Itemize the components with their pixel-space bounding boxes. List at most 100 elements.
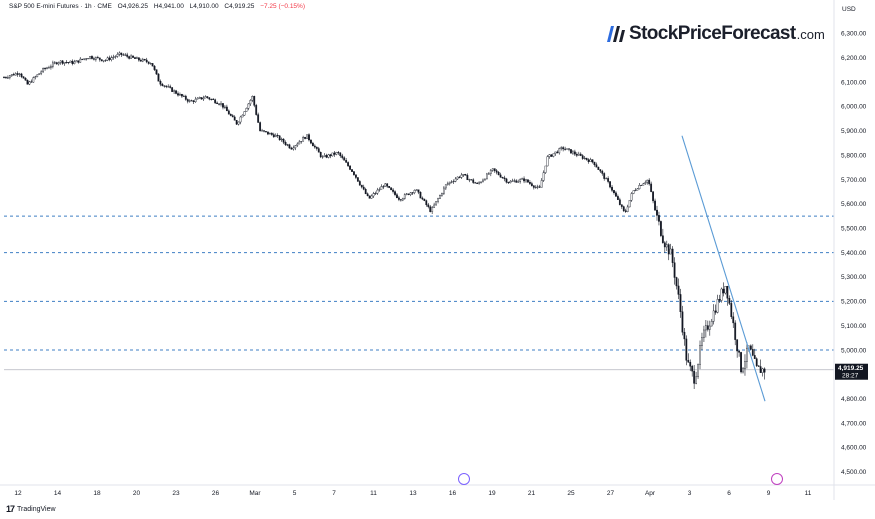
candle-body bbox=[593, 161, 596, 165]
price-tick-label: 5,600.00 bbox=[841, 201, 867, 208]
trendline[interactable] bbox=[681, 135, 766, 402]
candle-body bbox=[93, 58, 95, 60]
candle-body bbox=[685, 338, 688, 361]
candle-body bbox=[675, 277, 678, 287]
brand-logo: StockPriceForecast .com bbox=[605, 23, 825, 45]
candle-body bbox=[458, 176, 461, 178]
candle-body bbox=[89, 56, 91, 59]
candle-body bbox=[575, 153, 578, 156]
flash-icon[interactable] bbox=[771, 473, 783, 485]
candle-body bbox=[572, 151, 574, 154]
candle-body bbox=[227, 110, 230, 115]
candle-body bbox=[42, 68, 45, 73]
candle-body bbox=[599, 169, 602, 172]
time-axis[interactable]: 12 14 18 20 23 26 Mar 5 7 11 13 16 19 21 25 27 Apr 3 6 9 11 bbox=[0, 484, 875, 497]
candle-body bbox=[116, 54, 119, 57]
candle-body bbox=[337, 152, 340, 154]
candle-body bbox=[304, 137, 306, 139]
candle-body bbox=[67, 62, 70, 64]
candle-body bbox=[701, 337, 703, 346]
candle-body bbox=[184, 95, 187, 100]
candle-body bbox=[208, 97, 211, 100]
candle-body bbox=[396, 194, 398, 199]
candles bbox=[3, 51, 766, 390]
candle-body bbox=[118, 52, 121, 55]
candle-body bbox=[642, 183, 645, 186]
candle-body bbox=[225, 106, 228, 112]
price-tick-label: 6,300.00 bbox=[841, 31, 867, 38]
candle-body bbox=[145, 59, 148, 63]
candle-body bbox=[521, 178, 523, 180]
candle-body bbox=[351, 169, 353, 172]
candle-body bbox=[704, 325, 707, 331]
candle-body bbox=[423, 198, 426, 201]
candle-body bbox=[206, 96, 209, 98]
candle-body bbox=[474, 182, 477, 184]
candle-body bbox=[452, 181, 455, 183]
candle-body bbox=[14, 73, 17, 76]
support-levels bbox=[4, 215, 834, 371]
candle-body bbox=[407, 193, 410, 195]
candle-body bbox=[515, 180, 518, 183]
candle-body bbox=[294, 145, 297, 149]
candle-body bbox=[464, 174, 467, 176]
candle-body bbox=[77, 60, 80, 63]
candle-body bbox=[128, 56, 131, 59]
candle-body bbox=[182, 95, 185, 97]
candle-body bbox=[403, 194, 406, 199]
candle-body bbox=[59, 60, 62, 63]
time-tick-label: 18 bbox=[93, 490, 101, 497]
candle-body bbox=[638, 185, 641, 190]
candle-body bbox=[22, 76, 25, 79]
candle-body bbox=[462, 174, 465, 176]
candle-body bbox=[7, 77, 9, 79]
candle-body bbox=[573, 151, 576, 155]
candle-body bbox=[433, 204, 436, 208]
time-tick-label: Apr bbox=[645, 490, 656, 497]
candle-body bbox=[579, 153, 582, 156]
candle-body bbox=[46, 67, 48, 69]
events-icon[interactable] bbox=[458, 473, 470, 485]
candle-body bbox=[405, 193, 408, 195]
candle-body bbox=[589, 159, 592, 162]
candle-body bbox=[550, 154, 553, 157]
candle-body bbox=[85, 58, 88, 60]
candle-body bbox=[558, 148, 561, 154]
tradingview-footer[interactable]: 17 TradingView bbox=[6, 504, 56, 514]
symbol-title[interactable]: S&P 500 E-mini Futures · 1h · CME bbox=[9, 3, 112, 10]
candle-body bbox=[147, 61, 150, 64]
candle-body bbox=[108, 57, 111, 60]
candle-body bbox=[175, 90, 177, 94]
candle-body bbox=[724, 285, 727, 294]
price-tick-label: 4,800.00 bbox=[841, 396, 867, 403]
candle-body bbox=[493, 168, 496, 171]
candle-body bbox=[335, 152, 338, 155]
candle-body bbox=[315, 146, 318, 149]
candle-body bbox=[171, 87, 174, 92]
candle-body bbox=[159, 81, 162, 85]
candle-body bbox=[149, 63, 152, 65]
price-tick-label: 5,500.00 bbox=[841, 226, 867, 233]
trendline-line[interactable] bbox=[681, 135, 766, 402]
candle-body bbox=[523, 178, 525, 182]
candle-body bbox=[648, 179, 651, 185]
price-tick-label: 5,400.00 bbox=[841, 250, 867, 257]
candle-body bbox=[486, 173, 488, 180]
candle-body bbox=[122, 54, 125, 56]
candle-body bbox=[624, 210, 627, 212]
candle-body bbox=[744, 361, 746, 369]
candle-body bbox=[730, 303, 733, 317]
candle-body bbox=[20, 73, 23, 77]
candle-body bbox=[761, 368, 764, 373]
candle-body bbox=[683, 331, 686, 340]
candle-body bbox=[202, 97, 205, 100]
candle-body bbox=[360, 184, 363, 188]
time-tick-label: 6 bbox=[727, 490, 731, 497]
price-axis[interactable]: USD 6,300.00 6,200.00 6,100.00 6,000.00 5,900… bbox=[833, 0, 867, 500]
candle-body bbox=[499, 174, 502, 178]
candle-body bbox=[708, 325, 711, 330]
candle-body bbox=[618, 199, 621, 205]
candle-body bbox=[73, 61, 76, 64]
candle-body bbox=[650, 183, 653, 192]
